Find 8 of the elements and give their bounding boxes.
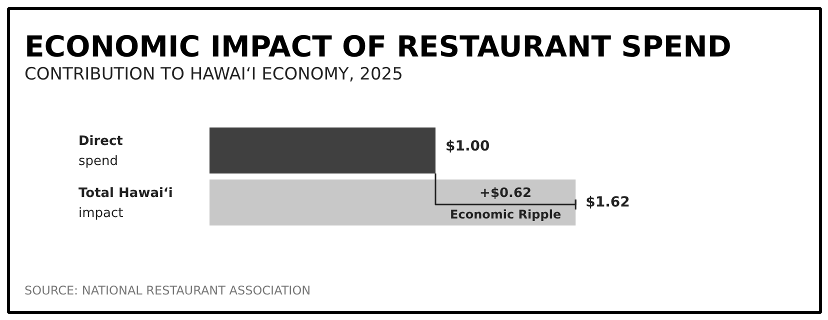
data-label: $1.00 (446, 138, 490, 154)
y-tick-label: Total Hawai‘i impact (78, 186, 173, 221)
chart-subtitle: CONTRIBUTION TO HAWAI‘I ECONOMY, 2025 (24, 64, 403, 84)
y-tick-label: Direct spend (78, 134, 123, 169)
annotation: +$0.62 Economic Ripple (450, 186, 562, 222)
chart-title: ECONOMIC IMPACT OF RESTAURANT SPEND (24, 30, 732, 64)
source-note: SOURCE: NATIONAL RESTAURANT ASSOCIATION (24, 284, 311, 298)
data-label: $1.62 (586, 194, 630, 210)
